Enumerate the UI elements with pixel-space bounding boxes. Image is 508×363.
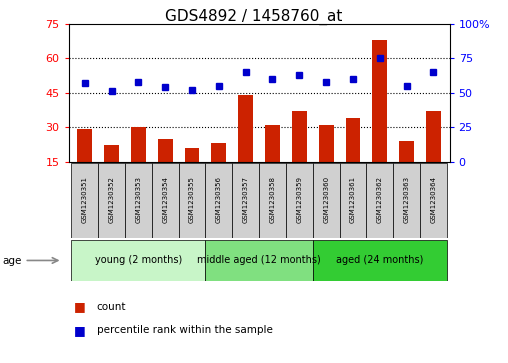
- Text: GSM1230363: GSM1230363: [404, 175, 409, 223]
- Bar: [158, 139, 173, 196]
- Text: GSM1230361: GSM1230361: [350, 175, 356, 223]
- Bar: [345, 118, 360, 196]
- Bar: [393, 163, 420, 238]
- Bar: [232, 163, 259, 238]
- Bar: [125, 163, 152, 238]
- Bar: [319, 125, 334, 196]
- Bar: [205, 240, 313, 281]
- Bar: [77, 129, 92, 196]
- Bar: [259, 163, 286, 238]
- Bar: [152, 163, 179, 238]
- Text: GSM1230359: GSM1230359: [296, 176, 302, 223]
- Text: aged (24 months): aged (24 months): [336, 256, 424, 265]
- Bar: [71, 163, 98, 238]
- Text: GDS4892 / 1458760_at: GDS4892 / 1458760_at: [165, 9, 343, 25]
- Bar: [71, 240, 205, 281]
- Text: GSM1230355: GSM1230355: [189, 176, 195, 223]
- Bar: [238, 95, 253, 196]
- Text: count: count: [97, 302, 126, 312]
- Bar: [184, 148, 199, 196]
- Bar: [211, 143, 226, 196]
- Text: GSM1230352: GSM1230352: [109, 176, 114, 223]
- Bar: [372, 40, 387, 196]
- Bar: [313, 240, 447, 281]
- Text: GSM1230358: GSM1230358: [270, 176, 275, 223]
- Text: GSM1230360: GSM1230360: [323, 175, 329, 223]
- Bar: [292, 111, 307, 196]
- Bar: [104, 146, 119, 196]
- Text: GSM1230357: GSM1230357: [243, 176, 248, 223]
- Text: age: age: [3, 256, 22, 266]
- Bar: [265, 125, 280, 196]
- Bar: [313, 163, 339, 238]
- Bar: [399, 141, 414, 196]
- Bar: [426, 111, 441, 196]
- Text: GSM1230351: GSM1230351: [82, 176, 88, 223]
- Bar: [205, 163, 232, 238]
- Bar: [339, 163, 366, 238]
- Text: GSM1230354: GSM1230354: [162, 176, 168, 223]
- Bar: [98, 163, 125, 238]
- Text: GSM1230353: GSM1230353: [135, 176, 141, 223]
- Bar: [286, 163, 313, 238]
- Text: middle aged (12 months): middle aged (12 months): [197, 256, 321, 265]
- Text: percentile rank within the sample: percentile rank within the sample: [97, 325, 272, 335]
- Bar: [179, 163, 205, 238]
- Bar: [420, 163, 447, 238]
- Text: young (2 months): young (2 months): [94, 256, 182, 265]
- Text: GSM1230356: GSM1230356: [216, 176, 222, 223]
- Text: GSM1230362: GSM1230362: [377, 176, 383, 223]
- Bar: [131, 127, 146, 196]
- Bar: [366, 163, 393, 238]
- Text: GSM1230364: GSM1230364: [430, 176, 436, 223]
- Text: ■: ■: [74, 324, 85, 337]
- Text: ■: ■: [74, 300, 85, 313]
